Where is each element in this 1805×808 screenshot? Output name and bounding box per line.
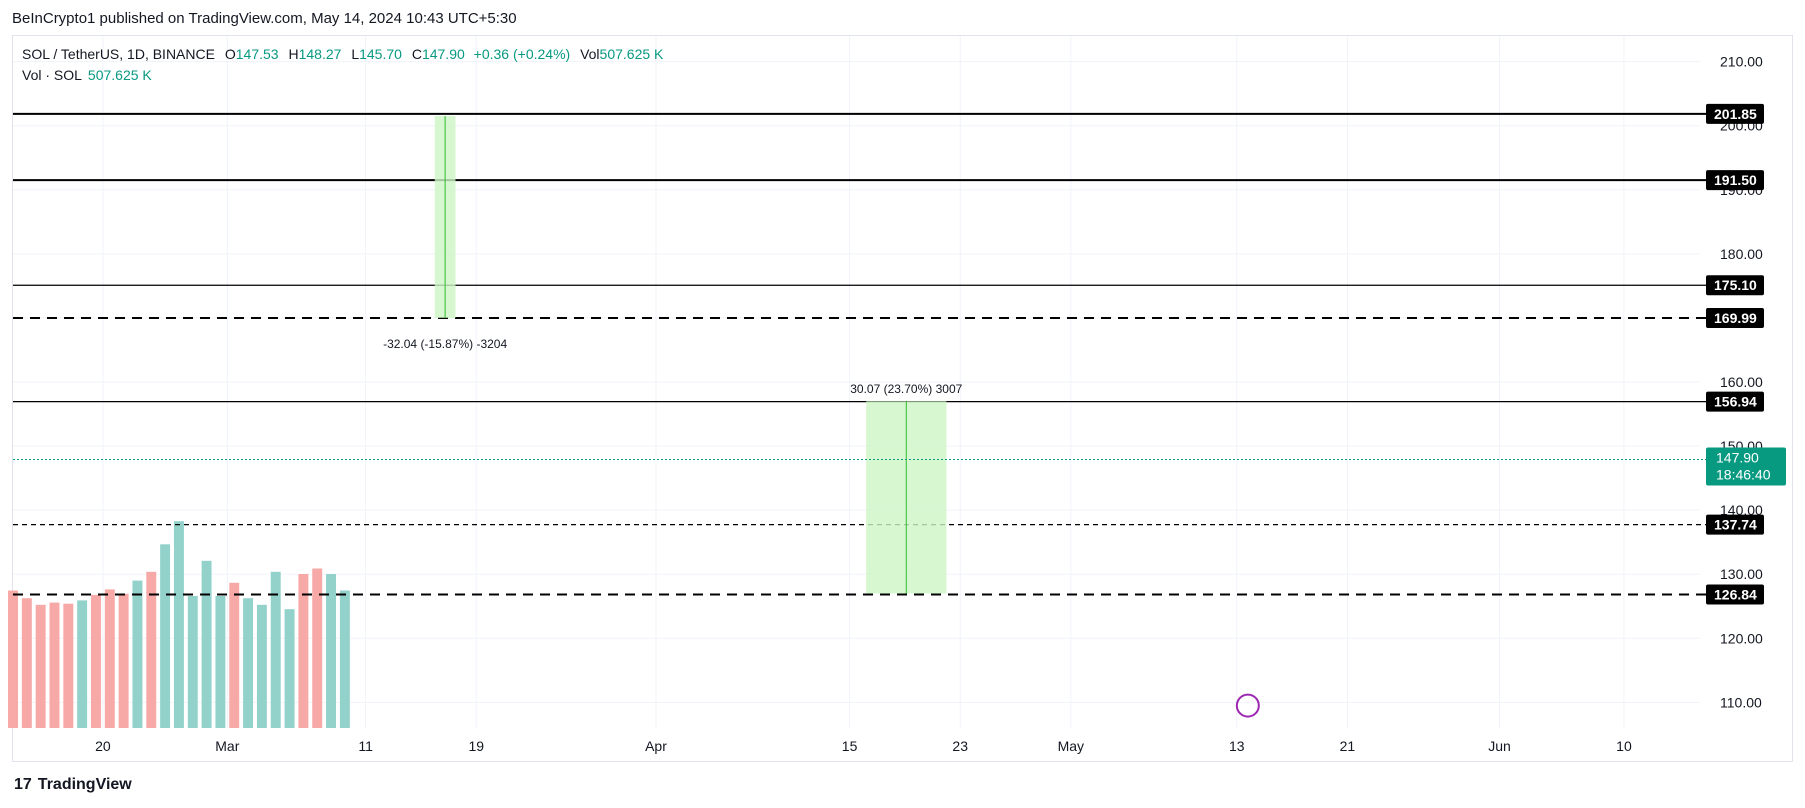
last-price-tag (1706, 447, 1786, 486)
x-tick-label: 19 (468, 738, 484, 754)
y-tick-label: 140.00 (1720, 502, 1763, 518)
volume-bar (35, 604, 46, 728)
symbol-label[interactable]: SOL / TetherUS, 1D, BINANCE (22, 46, 215, 62)
volume-bar (201, 560, 212, 728)
y-tick-label: 110.00 (1720, 694, 1762, 710)
legend-ohlc-row: SOL / TetherUS, 1D, BINANCE O147.53 H148… (22, 44, 663, 65)
volume-bar (90, 594, 101, 728)
measure-label: -32.04 (-15.87%) -3204 (383, 337, 507, 351)
volume-bar (270, 571, 281, 728)
chart-frame[interactable] (12, 35, 1793, 762)
tradingview-brand: TradingView (37, 776, 132, 793)
volume-bar (243, 598, 254, 728)
volume-bar (215, 596, 226, 728)
change-value: +0.36 (+0.24%) (473, 46, 571, 62)
last-price-label: 147.90 (1716, 450, 1759, 466)
volume-bar (146, 571, 157, 728)
level-tag-label: 126.84 (1714, 586, 1757, 602)
level-price-tag: 169.99 (1706, 307, 1764, 328)
open-label: O (224, 46, 236, 62)
y-tick-label: 130.00 (1720, 566, 1763, 582)
y-tick-label: 120.00 (1720, 630, 1763, 646)
volume-bar (8, 590, 18, 728)
y-tick-label: 180.00 (1720, 246, 1763, 262)
chart-legend: SOL / TetherUS, 1D, BINANCE O147.53 H148… (22, 44, 663, 86)
volume-label: Vol (580, 46, 600, 62)
volume-value: 507.625 K (599, 46, 664, 62)
x-tick-label: Apr (645, 738, 667, 754)
level-tag-box (1706, 103, 1764, 124)
level-price-tag: 156.94 (1706, 391, 1764, 412)
level-tag-box (1706, 170, 1764, 191)
volume-bar (49, 602, 60, 728)
volume-bar (284, 609, 295, 728)
level-tag-label: 175.10 (1714, 277, 1757, 293)
lightning-icon (1235, 693, 1260, 718)
low-value: 145.70 (359, 46, 402, 62)
high-value: 148.27 (298, 46, 342, 62)
x-tick-label: May (1058, 738, 1084, 754)
x-tick-label: 20 (95, 738, 111, 754)
open-value: 147.53 (235, 46, 279, 62)
level-price-tag: 126.84 (1706, 584, 1764, 605)
x-tick-label: 13 (1229, 738, 1245, 754)
level-price-tag: 175.10 (1706, 275, 1764, 296)
y-tick-label: 160.00 (1720, 374, 1763, 390)
level-price-tag: 191.50 (1706, 170, 1764, 191)
volume-bar (104, 589, 115, 728)
level-price-tag: 137.74 (1706, 514, 1764, 535)
level-tag-box (1706, 584, 1764, 605)
volume-indicator-value: 507.625 K (87, 67, 152, 83)
x-tick-label: 15 (842, 738, 858, 754)
level-tag-label: 137.74 (1714, 517, 1757, 533)
volume-bar (132, 580, 143, 728)
volume-bar (229, 582, 240, 728)
low-label: L (351, 46, 360, 62)
volume-bar (173, 521, 184, 728)
volume-bar (256, 604, 267, 728)
level-tag-label: 191.50 (1714, 172, 1757, 188)
volume-bar (77, 600, 88, 728)
volume-bar (187, 596, 198, 728)
tradingview-footer: 17 TradingView (14, 776, 132, 794)
volume-bar (339, 590, 350, 728)
volume-indicator-label[interactable]: Vol · SOL (22, 67, 82, 83)
x-tick-label: Mar (215, 738, 239, 754)
y-tick-label: 210.00 (1720, 54, 1763, 70)
close-value: 147.90 (421, 46, 465, 62)
measure-label: 30.07 (23.70%) 3007 (850, 382, 962, 396)
high-label: H (288, 46, 299, 62)
volume-bar (326, 574, 337, 728)
x-tick-label: 11 (358, 738, 373, 754)
level-tag-label: 169.99 (1714, 310, 1757, 326)
level-tag-box (1706, 307, 1764, 328)
x-tick-label: 10 (1616, 738, 1632, 754)
tradingview-logo-icon: 17 (14, 776, 32, 793)
publisher-line: BeInCrypto1 published on TradingView.com… (12, 10, 517, 27)
level-price-tag: 201.85 (1706, 103, 1764, 124)
level-tag-label: 156.94 (1714, 394, 1757, 410)
volume-bar (21, 598, 32, 728)
volume-bar (63, 603, 74, 728)
level-tag-box (1706, 275, 1764, 296)
volume-bar (160, 544, 171, 728)
level-tag-label: 201.85 (1714, 106, 1757, 122)
legend-volume-row: Vol · SOL 507.625 K (22, 65, 663, 86)
x-tick-label: 23 (952, 738, 968, 754)
x-tick-label: 21 (1340, 738, 1356, 754)
close-label: C (411, 46, 422, 62)
x-tick-label: Jun (1488, 738, 1511, 754)
volume-bar (118, 593, 129, 728)
volume-bar (312, 568, 323, 728)
volume-bar (298, 574, 309, 728)
level-tag-box (1706, 391, 1764, 412)
countdown-label: 18:46:40 (1716, 467, 1771, 483)
level-tag-box (1706, 514, 1764, 535)
